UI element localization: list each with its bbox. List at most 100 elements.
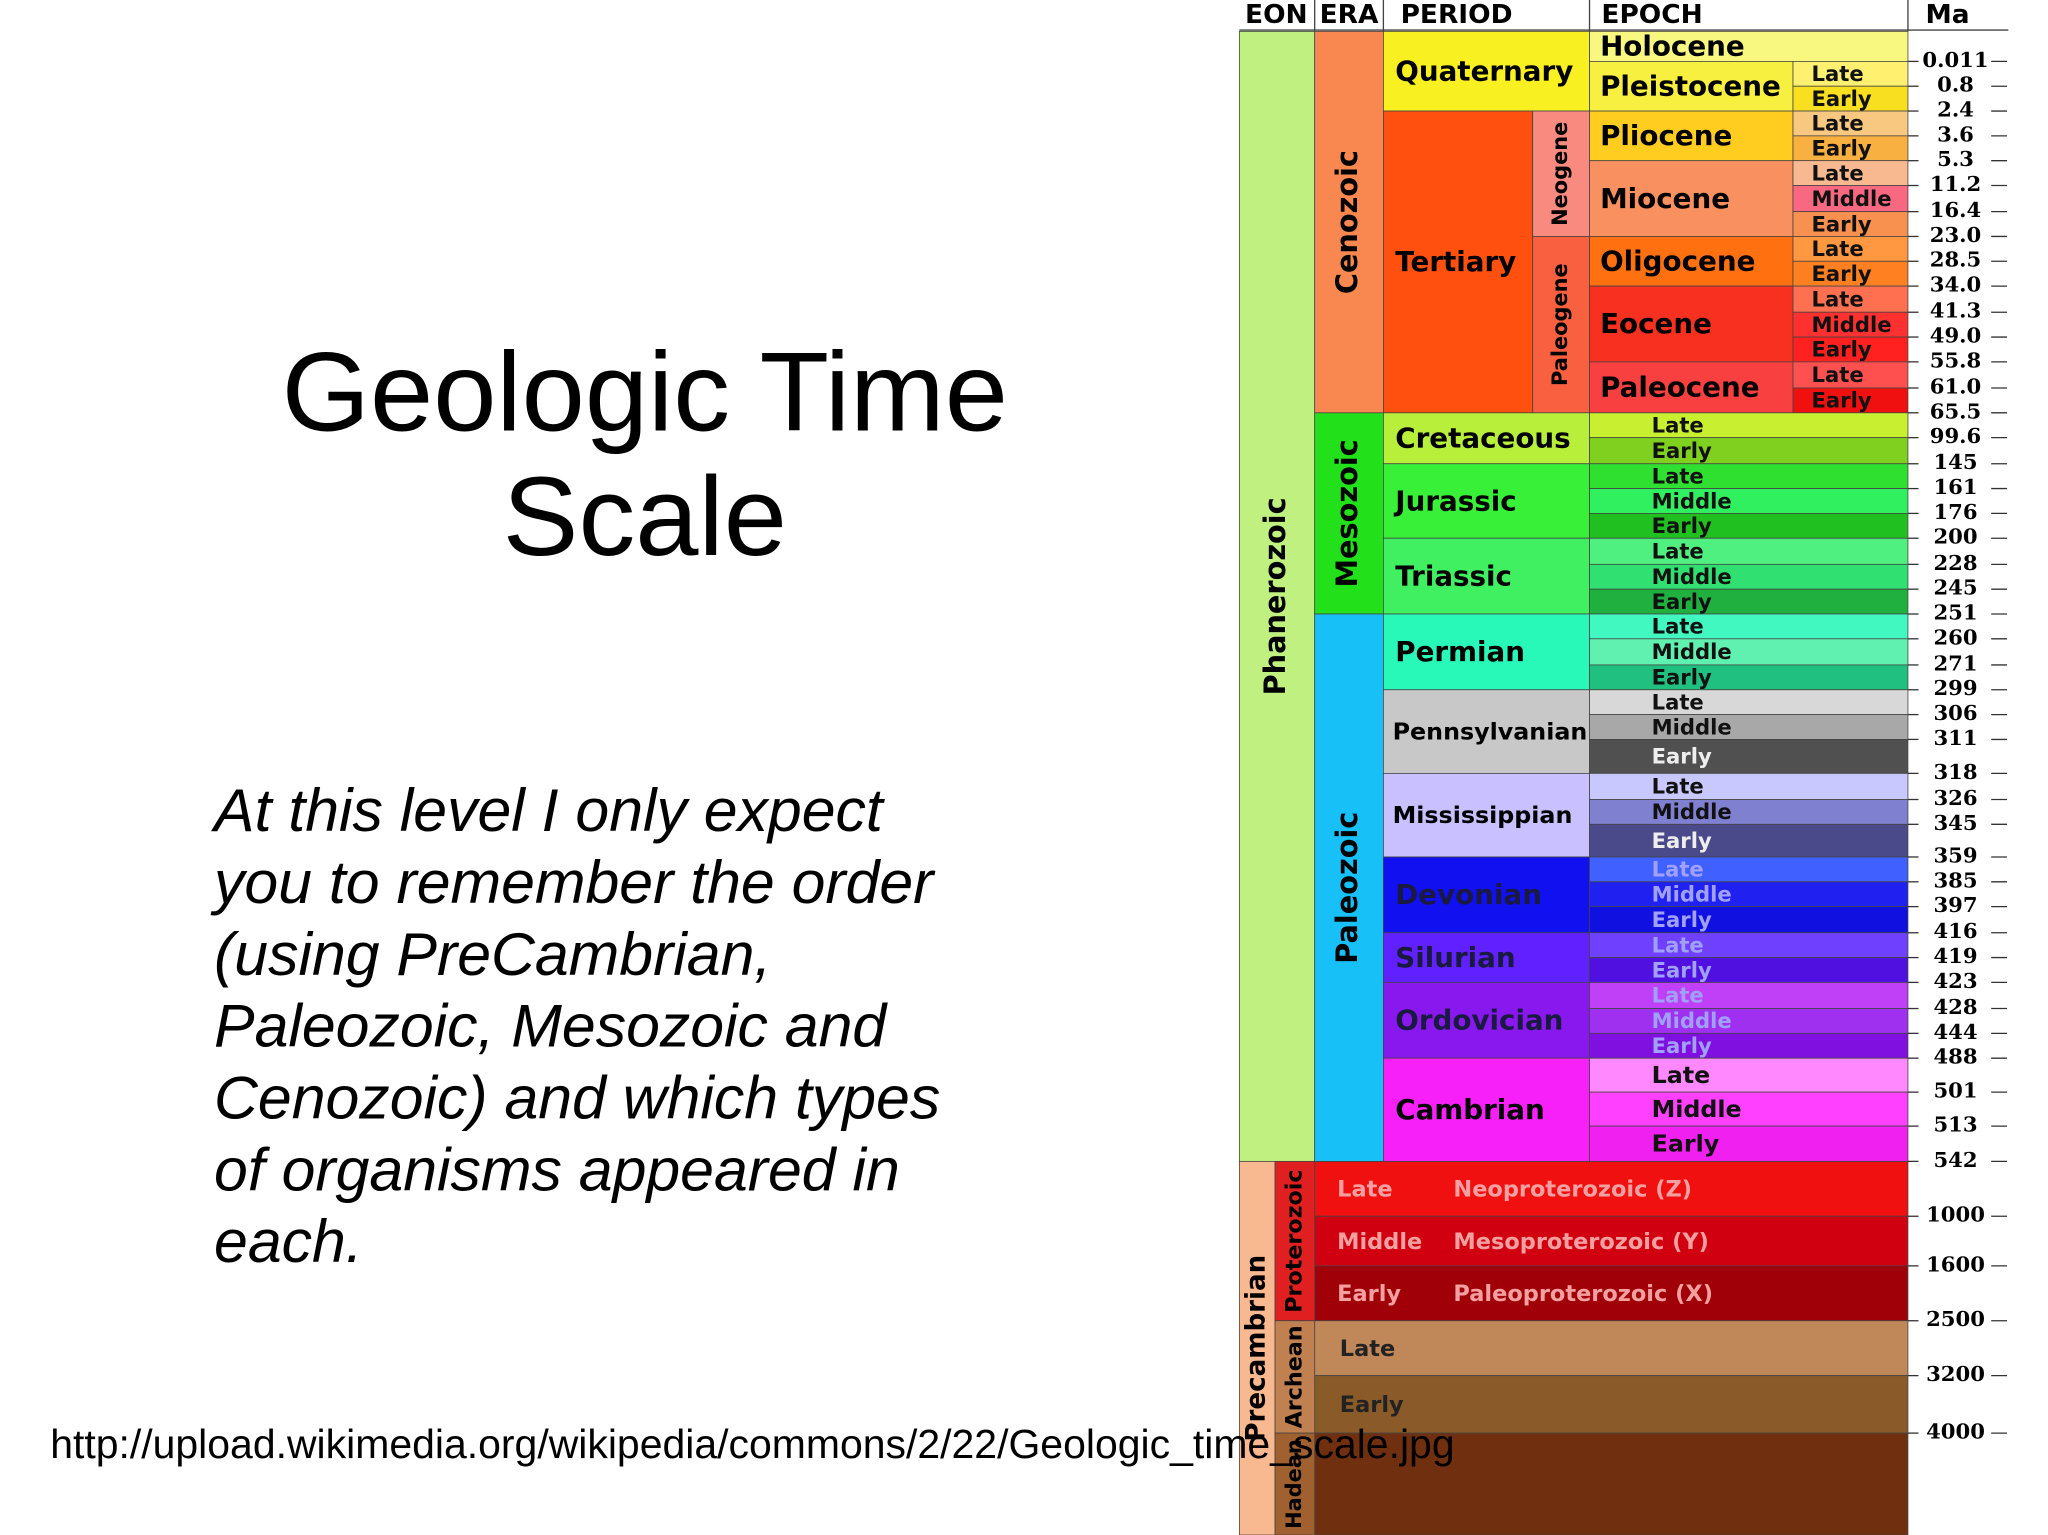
ma-label: 49.0	[1930, 323, 1981, 348]
ma-label: 428	[1933, 994, 1977, 1019]
ma-label: 306	[1933, 700, 1977, 725]
eon: Precambrian	[1242, 1255, 1272, 1442]
subdivision: Early	[1811, 261, 1871, 286]
epoch: Oligocene	[1600, 245, 1755, 278]
column-header: EON	[1245, 0, 1308, 30]
subdivision: Early	[1652, 957, 1712, 982]
eon-cell	[1238, 30, 1316, 1162]
period-cell	[1382, 772, 1590, 858]
subdivision-cell	[1589, 856, 1909, 883]
subdivision-cell	[1589, 1032, 1909, 1059]
epoch: Eocene	[1600, 307, 1712, 340]
precambrian-sub: Early	[1340, 1392, 1404, 1418]
ma-label: 444	[1933, 1019, 1977, 1044]
epoch: Holocene	[1600, 30, 1745, 63]
ma-label: 271	[1933, 651, 1977, 676]
period: Devonian	[1395, 878, 1542, 911]
subdivision-cell	[1589, 412, 1909, 439]
era: Cenozoic	[1330, 150, 1364, 294]
epoch: Paleocene	[1600, 371, 1759, 404]
ma-label: 251	[1933, 600, 1977, 625]
body-line: (using PreCambrian,	[214, 920, 771, 988]
era: Paleozoic	[1330, 812, 1364, 964]
column-header: EPOCH	[1601, 0, 1702, 30]
subdivision: Late	[1652, 774, 1704, 799]
subdivision-cell	[1589, 563, 1909, 590]
eon-cell	[1238, 1160, 1276, 1535]
ma-label: 2.4	[1937, 97, 1974, 122]
ma-label: 228	[1933, 550, 1977, 575]
subdivision: Late	[1652, 614, 1704, 639]
subdivision: Late	[1811, 362, 1863, 387]
subdivision: Late	[1652, 464, 1704, 489]
ma-label: 299	[1933, 675, 1977, 700]
ma-label: 1000	[1926, 1202, 1985, 1227]
epoch-cell	[1589, 160, 1794, 237]
subdivision: Late	[1652, 690, 1704, 715]
ma-label: 416	[1933, 918, 1977, 943]
period: Cambrian	[1395, 1093, 1544, 1126]
subdivision-cell	[1792, 160, 1909, 186]
epoch-cell	[1589, 236, 1794, 287]
column-header: PERIOD	[1401, 0, 1513, 30]
column-header: Ma	[1926, 0, 1970, 30]
subdivision-cell	[1589, 932, 1909, 958]
ma-label: 318	[1933, 759, 1977, 784]
ma-label: 245	[1933, 575, 1977, 600]
precambrian-era-name: Neoproterozoic (Z)	[1453, 1177, 1692, 1203]
precambrian-sub: Late	[1340, 1336, 1395, 1362]
subdivision: Early	[1652, 665, 1712, 690]
epoch: Miocene	[1600, 182, 1730, 215]
period-cell	[1382, 856, 1590, 934]
period-cell	[1382, 412, 1590, 465]
body-line: Cenozoic) and which types	[214, 1064, 940, 1132]
title-line: Scale	[503, 453, 787, 578]
ma-label: 419	[1933, 943, 1977, 968]
ma-label: 542	[1933, 1147, 1977, 1172]
subdivision: Early	[1652, 589, 1712, 614]
period-cell	[1382, 689, 1590, 774]
period: Mississippian	[1393, 801, 1573, 829]
period: Pennsylvanian	[1393, 717, 1588, 745]
period: Quaternary	[1395, 55, 1573, 88]
subdivision: Late	[1811, 287, 1863, 312]
ma-label: 513	[1933, 1112, 1977, 1137]
subdivision-cell	[1589, 1125, 1909, 1162]
subdivision-cell	[1589, 881, 1909, 908]
subdivision-cell	[1589, 437, 1909, 465]
subdivision: Late	[1652, 413, 1704, 438]
epoch-cell	[1589, 285, 1794, 363]
subdivision-cell	[1589, 513, 1909, 539]
body-line: you to remember the order	[210, 848, 936, 916]
subdivision-cell	[1589, 799, 1909, 825]
epoch: Pliocene	[1600, 119, 1732, 152]
subdivision-cell	[1792, 311, 1909, 338]
subdivision: Early	[1652, 744, 1712, 769]
era: Mesozoic	[1330, 439, 1364, 587]
ma-label: 260	[1933, 624, 1977, 649]
ma-label: 397	[1933, 892, 1977, 917]
precambrian-sub: Late	[1337, 1177, 1392, 1203]
subdivision: Early	[1811, 211, 1871, 236]
era-cell	[1274, 1320, 1316, 1434]
subdivision: Late	[1811, 236, 1863, 261]
ma-label: 4000	[1926, 1419, 1985, 1444]
ma-label: 3.6	[1937, 121, 1974, 146]
body-line: Paleozoic, Mesozoic and	[214, 992, 889, 1060]
subdivision: Early	[1811, 388, 1871, 413]
ma-label: 0.8	[1937, 72, 1974, 97]
subdivision: Middle	[1652, 1008, 1732, 1033]
subdivision: Early	[1652, 438, 1712, 463]
precambrian-era-name: Paleoproterozoic (X)	[1453, 1281, 1713, 1307]
period: Permian	[1395, 635, 1525, 668]
precambrian-sub: Early	[1337, 1281, 1401, 1307]
subdivision-cell	[1589, 957, 1909, 983]
era: Proterozoic	[1281, 1169, 1307, 1312]
ma-label: 385	[1933, 867, 1977, 892]
ma-label: 11.2	[1930, 171, 1981, 196]
subdivision-cell	[1589, 537, 1909, 565]
subdivision: Late	[1652, 1061, 1711, 1089]
subdivision-cell	[1792, 236, 1909, 262]
